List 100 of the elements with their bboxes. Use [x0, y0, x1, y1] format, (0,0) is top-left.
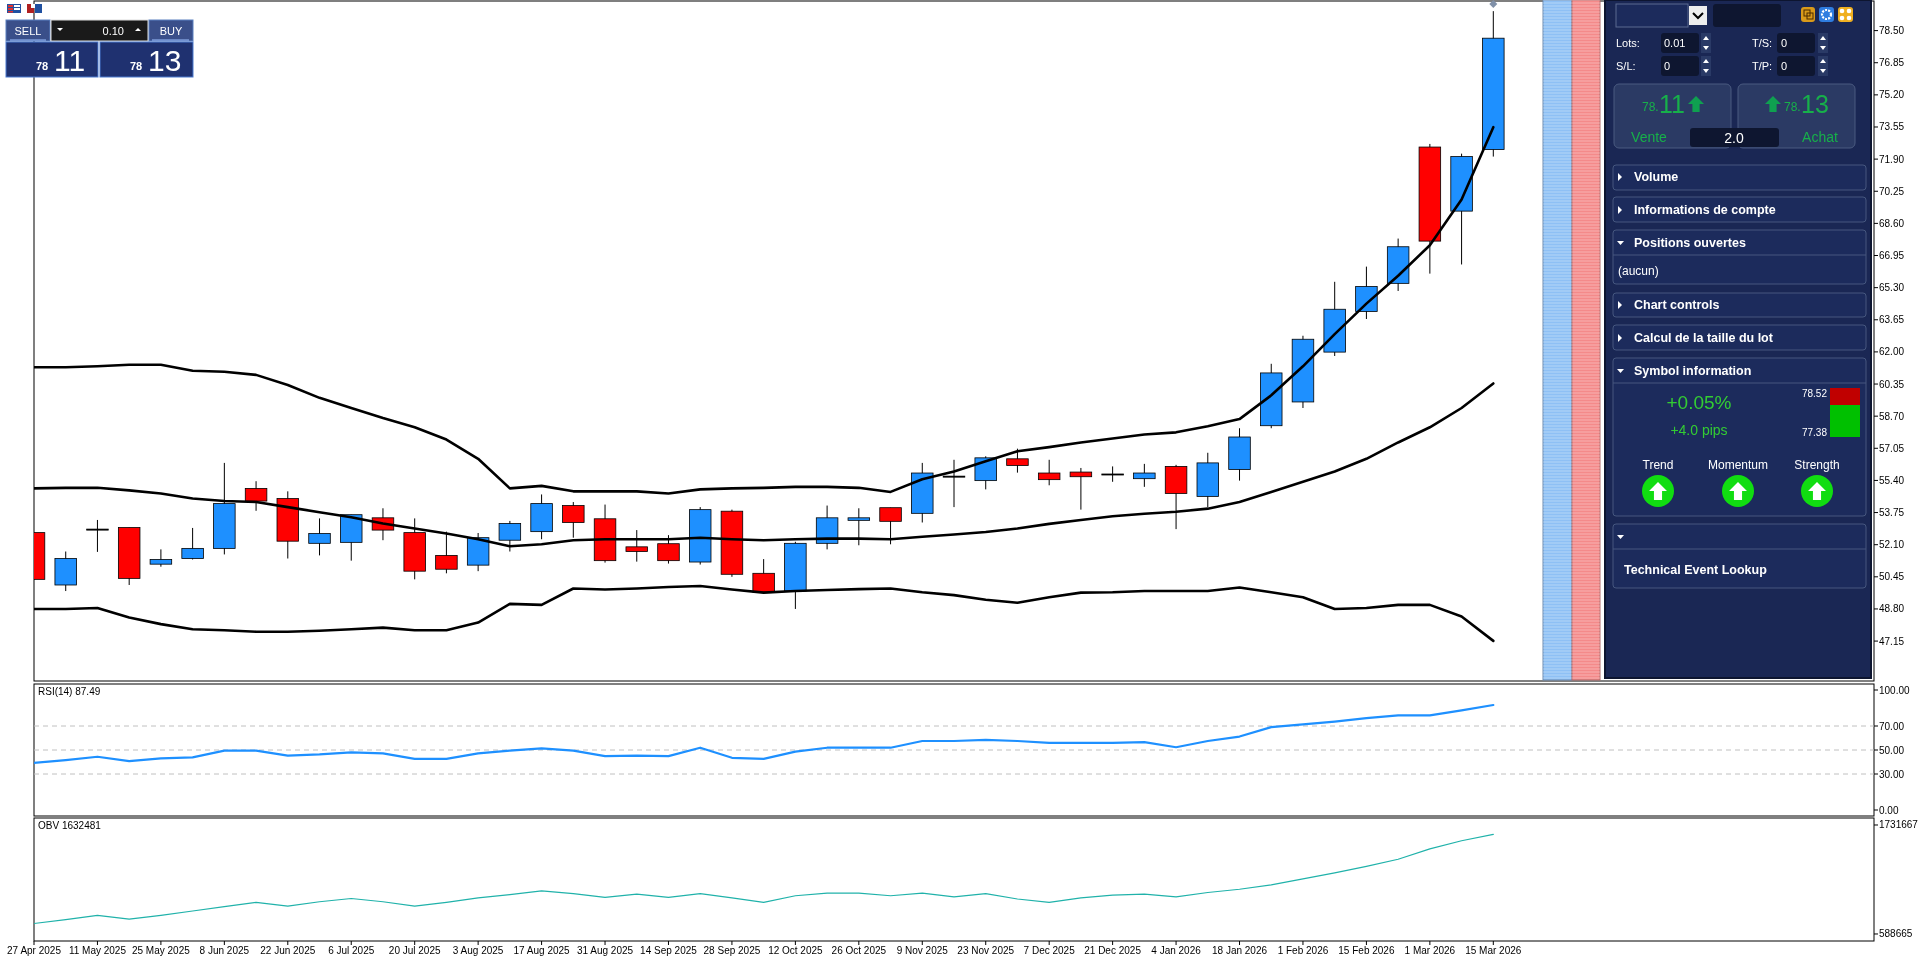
annotation: 77.38: [1801, 426, 1828, 438]
y-tick-label: 0.00: [1879, 804, 1899, 816]
annotation: 78.: [1784, 100, 1801, 114]
y-tick-label: 75.20: [1879, 89, 1905, 101]
annotation: Positions ouvertes: [1634, 236, 1746, 250]
candlestick: [244, 480, 268, 512]
annotation: T/S:: [1752, 37, 1773, 49]
y-tick-label: 70.00: [1879, 720, 1905, 732]
annotation: Informations de compte: [1634, 203, 1776, 217]
x-tick-label: 3 Aug 2025: [452, 945, 504, 956]
x-tick-label: 1 Feb 2026: [1277, 945, 1329, 956]
x-tick-label: 21 Dec 2025: [1084, 945, 1142, 956]
x-tick-label: 11 May 2025: [68, 945, 127, 956]
annotation: Volume: [1634, 170, 1679, 184]
x-tick-label: 20 Jul 2025: [388, 945, 441, 956]
annotation: Chart controls: [1634, 298, 1720, 312]
candlestick: [1069, 467, 1093, 511]
annotation: 78.: [1642, 100, 1659, 114]
annotation: 0.10: [102, 25, 124, 37]
annotation: 78.52: [1801, 387, 1828, 399]
candlestick: [1133, 463, 1156, 488]
x-tick-label: 6 Jul 2025: [328, 945, 375, 956]
annotation: S/L:: [1616, 60, 1636, 72]
y-tick-label: 47.15: [1879, 635, 1905, 647]
y-tick-label: 76.85: [1879, 57, 1905, 69]
chart-title: OBV 1632481: [38, 820, 102, 831]
x-tick-label: 12 Oct 2025: [768, 945, 824, 956]
annotation: BUY: [159, 25, 183, 37]
annotation: Strength: [1794, 458, 1840, 472]
annotation: Vente: [1631, 129, 1668, 145]
candlestick: [181, 527, 204, 560]
candlestick: [149, 548, 173, 568]
x-tick-label: 27 Apr 2025: [7, 945, 62, 956]
candlestick: [86, 519, 109, 553]
y-tick-label: 65.30: [1879, 282, 1905, 294]
annotation: Symbol information: [1634, 364, 1752, 378]
annotation: 0: [1781, 60, 1788, 72]
y-tick-label: 55.40: [1879, 474, 1905, 486]
y-tick-label: 100.00: [1879, 684, 1911, 696]
annotation: 0: [1664, 60, 1671, 72]
x-tick-label: 14 Sep 2025: [640, 945, 698, 956]
annotation: 78: [35, 60, 49, 72]
annotation: 11: [54, 43, 86, 77]
annotation: Achat: [1802, 129, 1838, 145]
y-tick-label: 58.70: [1879, 410, 1905, 422]
annotation: Technical Event Lookup: [1624, 563, 1768, 577]
x-tick-label: 8 Jun 2025: [199, 945, 250, 956]
annotation: (aucun): [1618, 264, 1659, 278]
annotation: 78: [129, 60, 143, 72]
y-tick-label: 50.45: [1879, 571, 1905, 583]
x-tick-label: 4 Jan 2026: [1151, 945, 1202, 956]
y-tick-label: 53.75: [1879, 507, 1905, 519]
annotation: 13: [1801, 90, 1829, 118]
annotation: 11: [1659, 90, 1685, 118]
x-tick-label: 17 Aug 2025: [513, 945, 571, 956]
annotation: Lots:: [1616, 37, 1640, 49]
x-tick-label: 7 Dec 2025: [1023, 945, 1076, 956]
candlestick: [1037, 459, 1061, 486]
y-tick-label: 52.10: [1879, 539, 1905, 551]
chart-title: RSI(14) 87.49: [38, 686, 101, 697]
y-tick-label: 50.00: [1879, 744, 1905, 756]
annotation: Calcul de la taille du lot: [1634, 331, 1774, 345]
y-tick-label: 78.50: [1879, 25, 1905, 37]
x-tick-label: 31 Aug 2025: [576, 945, 634, 956]
y-tick-label: 66.95: [1879, 250, 1905, 262]
candlestick: [879, 507, 902, 545]
annotation: Momentum: [1707, 458, 1769, 472]
y-tick-label: 62.00: [1879, 346, 1905, 358]
x-tick-label: 9 Nov 2025: [896, 945, 949, 956]
annotation: 0.01: [1664, 37, 1686, 49]
y-tick-label: 57.05: [1879, 442, 1905, 454]
y-tick-label: 68.60: [1879, 217, 1905, 229]
x-tick-label: 22 Jun 2025: [260, 945, 316, 956]
candlestick: [562, 501, 585, 539]
y-tick-label: 73.55: [1879, 121, 1905, 133]
annotation: Trend: [1642, 458, 1674, 472]
y-tick-label: 48.80: [1879, 603, 1905, 615]
line-series: [34, 703, 1495, 764]
x-tick-label: 26 Oct 2025: [831, 945, 887, 956]
annotation: +0.05%: [1666, 391, 1732, 413]
line-series: [34, 833, 1494, 925]
x-tick-label: 18 Jan 2026: [1211, 945, 1268, 956]
y-tick-label: 30.00: [1879, 768, 1905, 780]
annotation: SELL: [14, 25, 42, 37]
y-tick-label: 1731667: [1879, 819, 1919, 831]
x-tick-label: 25 May 2025: [131, 945, 191, 956]
annotation: +4.0 pips: [1670, 422, 1728, 438]
x-tick-label: 15 Mar 2026: [1465, 945, 1522, 956]
annotation: 13: [148, 43, 182, 77]
x-tick-label: 1 Mar 2026: [1404, 945, 1456, 956]
annotation: 2.0: [1724, 130, 1744, 146]
x-tick-label: 23 Nov 2025: [957, 945, 1015, 956]
candlestick: [1006, 448, 1029, 474]
y-tick-label: 63.65: [1879, 314, 1905, 326]
annotation: T/P:: [1752, 60, 1773, 72]
x-tick-label: 28 Sep 2025: [703, 945, 761, 956]
candlestick: [308, 517, 331, 556]
y-tick-label: 71.90: [1879, 153, 1905, 165]
x-tick-label: 15 Feb 2026: [1338, 945, 1395, 956]
y-tick-label: 70.25: [1879, 185, 1905, 197]
